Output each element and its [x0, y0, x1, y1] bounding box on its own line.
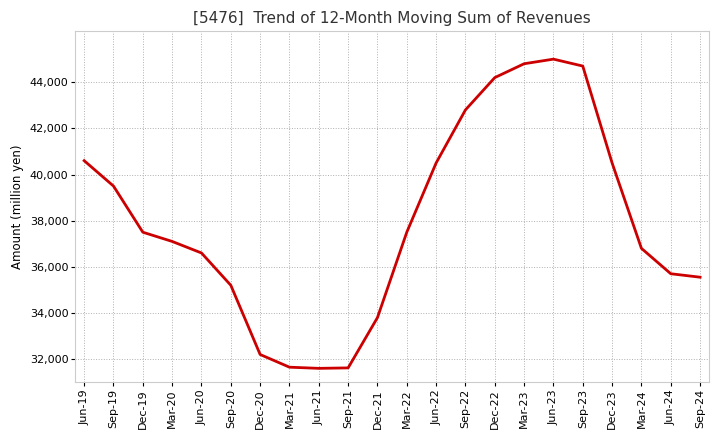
Y-axis label: Amount (million yen): Amount (million yen)	[11, 145, 24, 269]
Title: [5476]  Trend of 12-Month Moving Sum of Revenues: [5476] Trend of 12-Month Moving Sum of R…	[193, 11, 591, 26]
